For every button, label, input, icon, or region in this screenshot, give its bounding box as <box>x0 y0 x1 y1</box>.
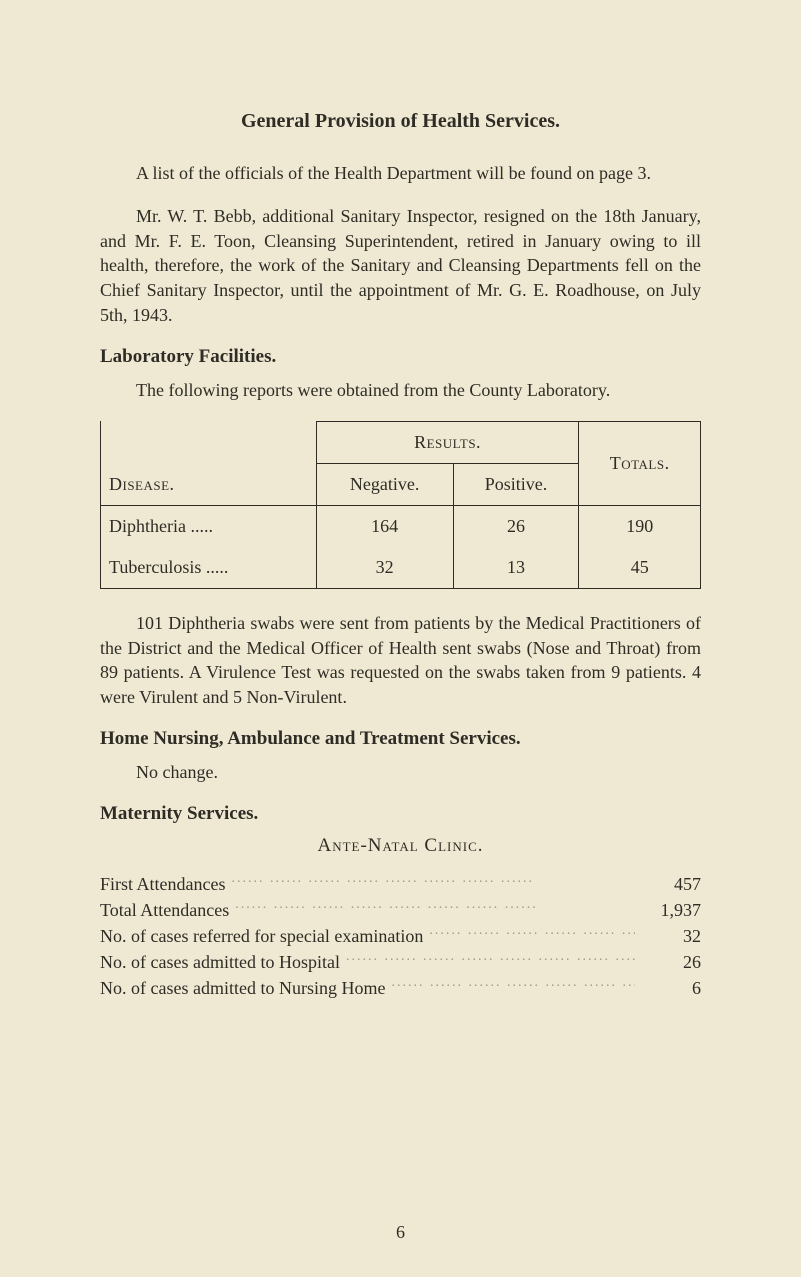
results-table: Disease. Results. Totals. Negative. Posi… <box>100 421 701 589</box>
paragraph-home-nursing: No change. <box>100 760 701 785</box>
section-home-nursing-head: Home Nursing, Ambulance and Treatment Se… <box>100 728 701 750</box>
stat-label: First Attendances <box>100 874 225 895</box>
stat-value: 32 <box>641 926 701 947</box>
paragraph-officials: Mr. W. T. Bebb, additional Sanitary Insp… <box>100 204 701 328</box>
stat-value: 26 <box>641 952 701 973</box>
stat-row: No. of cases referred for special examin… <box>100 923 701 947</box>
stat-value: 6 <box>641 978 701 999</box>
page-title: General Provision of Health Services. <box>100 110 701 133</box>
stat-row: No. of cases admitted to Hospital 26 <box>100 949 701 973</box>
col-disease-header: Disease. <box>101 421 317 505</box>
stat-row: No. of cases admitted to Nursing Home 6 <box>100 975 701 999</box>
table-header-row-1: Disease. Results. Totals. <box>101 421 701 463</box>
stat-label: No. of cases referred for special examin… <box>100 926 423 947</box>
stat-value: 457 <box>641 874 701 895</box>
table-row: Tuberculosis ..... 32 13 45 <box>101 547 701 589</box>
stat-leader <box>429 923 635 942</box>
paragraph-lab-facilities: The following reports were obtained from… <box>100 378 701 403</box>
stat-value: 1,937 <box>641 900 701 921</box>
stat-label: No. of cases admitted to Hospital <box>100 952 340 973</box>
col-positive-header: Positive. <box>453 463 579 505</box>
cell-disease: Diphtheria ..... <box>101 505 317 547</box>
paragraph-diphtheria: 101 Diphtheria swabs were sent from pati… <box>100 611 701 710</box>
cell-disease: Tuberculosis ..... <box>101 547 317 589</box>
section-maternity-head: Maternity Services. <box>100 803 701 825</box>
cell-negative: 32 <box>316 547 453 589</box>
col-totals-header: Totals. <box>579 421 701 505</box>
stat-leader <box>235 897 635 916</box>
stat-row: Total Attendances 1,937 <box>100 897 701 921</box>
cell-negative: 164 <box>316 505 453 547</box>
stat-leader <box>346 949 635 968</box>
cell-positive: 26 <box>453 505 579 547</box>
stat-leader <box>391 975 635 994</box>
cell-positive: 13 <box>453 547 579 589</box>
table-row: Diphtheria ..... 164 26 190 <box>101 505 701 547</box>
col-results-header: Results. <box>316 421 579 463</box>
col-negative-header: Negative. <box>316 463 453 505</box>
stat-label: No. of cases admitted to Nursing Home <box>100 978 385 999</box>
cell-total: 190 <box>579 505 701 547</box>
stat-list: First Attendances 457 Total Attendances … <box>100 871 701 999</box>
ante-natal-subhead: Ante-Natal Clinic. <box>100 835 701 857</box>
stat-label: Total Attendances <box>100 900 229 921</box>
stat-row: First Attendances 457 <box>100 871 701 895</box>
section-lab-facilities-head: Laboratory Facilities. <box>100 346 701 368</box>
page: General Provision of Health Services. A … <box>0 0 801 1277</box>
stat-leader <box>231 871 635 890</box>
cell-total: 45 <box>579 547 701 589</box>
paragraph-intro: A list of the officials of the Health De… <box>100 161 701 186</box>
page-number: 6 <box>0 1222 801 1243</box>
